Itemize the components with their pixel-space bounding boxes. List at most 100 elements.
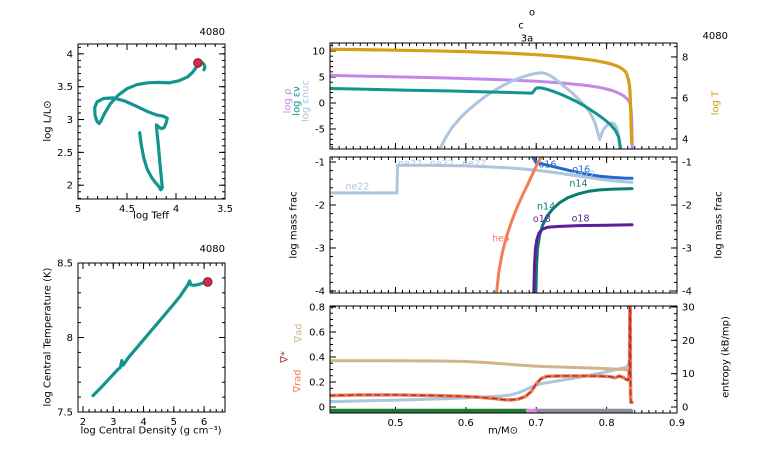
y-tick-label: 2: [67, 181, 73, 192]
y2-tick-label: 10: [682, 369, 695, 380]
bottom-panel-gradrad-label: ∇rad: [292, 369, 304, 393]
burn-label-3a: 3a: [520, 33, 534, 45]
isotope-label-n14: n14: [569, 178, 587, 189]
x-tick-label: 6: [201, 417, 207, 428]
series-trho-track: [91, 279, 209, 398]
top-panel-epsnuc-label: log εnuc: [300, 79, 312, 123]
trho-x-axis-label: log Central Density (g cm⁻³): [80, 425, 222, 437]
y2-tick-label: 8: [682, 52, 688, 63]
series-o18: [532, 223, 634, 293]
y2-tick-label: -1: [682, 157, 692, 168]
y-tick-label: 5: [319, 72, 325, 83]
trho-model-number: 4080: [199, 244, 225, 255]
profiles-model-number: 4080: [702, 31, 728, 42]
y-tick-label: -5: [315, 124, 325, 135]
panel-frame: [77, 43, 226, 200]
x-tick-label: 0.6: [458, 418, 474, 429]
mid-panel-right-label: log mass frac: [713, 191, 725, 259]
isotope-label-o16: o16: [572, 164, 590, 175]
panel-frame: [329, 156, 678, 294]
profile-abundances: -1 -2 -3 -4 -1 -2 -3 -4 ne22 ne22 ne22 ne22 he4 o16 o1…: [315, 156, 692, 297]
x-tick-label: 3: [110, 417, 116, 428]
isotope-label-ne22: ne22: [462, 158, 486, 169]
isotope-label-ne22: ne22: [430, 158, 454, 169]
hr-x-axis-label: log Teff: [133, 210, 169, 222]
x-tick-label: 0.7: [528, 418, 544, 429]
series-grad-rad: [330, 306, 634, 404]
hr-model-number: 4080: [199, 27, 225, 38]
series-log-rho: [330, 73, 634, 149]
hr-diagram: 5 4.5 4 3.5 2 2.5 3 3.5 4: [57, 43, 233, 215]
isotope-label-n14: n14: [537, 201, 555, 212]
x-tick-label: 5: [171, 417, 177, 428]
x-tick-label: 4: [173, 204, 179, 215]
y2-tick-label: -3: [682, 243, 692, 254]
bottom-panel-gradad-label: ∇ad: [293, 323, 305, 343]
series-log-T: [330, 47, 634, 145]
profile-gradients-entropy: 0.5 0.6 0.7 0.8 0.9 0 0.2 0.4 0.6 0.8 0 10 20 30: [309, 303, 695, 430]
y-tick-label: 0: [319, 403, 325, 414]
y-tick-label: 10: [312, 47, 325, 58]
y-tick-label: -2: [315, 200, 325, 211]
x-tick-label: 3.5: [217, 204, 233, 215]
x-tick-label: 0.8: [599, 418, 615, 429]
x-tick-label: 0.5: [388, 418, 404, 429]
panel-frame: [77, 262, 226, 413]
y-tick-label: 7.5: [57, 408, 73, 419]
y-tick-label: 0.8: [309, 303, 325, 314]
y2-tick-label: -4: [682, 286, 692, 297]
y-tick-label: -4: [315, 286, 325, 297]
burn-label-o: o: [528, 7, 536, 19]
isotope-label-o16: o16: [539, 160, 557, 171]
isotope-label-o18: o18: [533, 214, 551, 225]
series-log-eps-nu: [330, 86, 623, 149]
isotope-label-ne22: ne22: [571, 169, 595, 180]
mid-panel-left-label: log mass frac: [288, 191, 300, 259]
y2-tick-label: 6: [682, 93, 688, 104]
x-tick-label: 5: [75, 204, 81, 215]
profile-top: 10 5 0 -5 8 6 4: [312, 42, 688, 150]
series-ne22: [330, 163, 634, 195]
y-tick-label: 3: [67, 115, 73, 126]
series-n14: [534, 187, 634, 293]
x-tick-label: 2: [80, 417, 86, 428]
isotope-label-ne22: ne22: [345, 181, 369, 192]
x-tick-label: 4.5: [119, 204, 135, 215]
y-tick-label: 0.2: [309, 378, 325, 389]
isotope-label-ne22: ne22: [398, 158, 422, 169]
current-model-marker: [193, 58, 203, 68]
isotope-label-he4: he4: [492, 234, 510, 245]
y-tick-label: 4: [67, 49, 73, 60]
y-tick-label: 0.4: [309, 353, 325, 364]
panel-frame: [329, 42, 678, 150]
y-tick-label: 8.5: [57, 259, 73, 270]
y-tick-label: 8: [67, 333, 73, 344]
panel-frame: [329, 305, 678, 414]
bottom-panel-entropy-label: entropy (kB/mp): [720, 316, 732, 398]
top-panel-logt-label: log T: [710, 90, 722, 116]
current-model-marker: [202, 277, 213, 287]
y2-tick-label: 30: [682, 303, 695, 314]
y-tick-label: 0.6: [309, 328, 325, 339]
burn-label-c: c: [518, 20, 524, 32]
isotope-label-o18: o18: [572, 213, 590, 224]
profiles-x-axis-label: m/M⊙: [487, 425, 519, 437]
trho-y-axis-label: log Central Temperature (K): [42, 267, 54, 407]
hr-y-axis-label: log L/L⊙: [42, 100, 54, 142]
y-tick-label: -1: [315, 157, 325, 168]
series-grad-star: [330, 306, 633, 403]
series-he4: [495, 157, 543, 293]
y-tick-label: 3.5: [57, 82, 73, 93]
x-tick-label: 4: [140, 417, 146, 428]
y-tick-label: 2.5: [57, 148, 73, 159]
series-o16: [531, 157, 634, 180]
y-tick-label: -3: [315, 243, 325, 254]
y2-tick-label: 0: [682, 403, 688, 414]
y2-tick-label: 4: [682, 134, 688, 145]
series-hr-track: [93, 60, 207, 192]
central-t-rho: 2 3 4 5 6 7.5 8 8.5: [57, 259, 226, 428]
y-tick-label: 0: [319, 98, 325, 109]
bottom-panel-gradstar-label: ∇*: [279, 351, 291, 363]
